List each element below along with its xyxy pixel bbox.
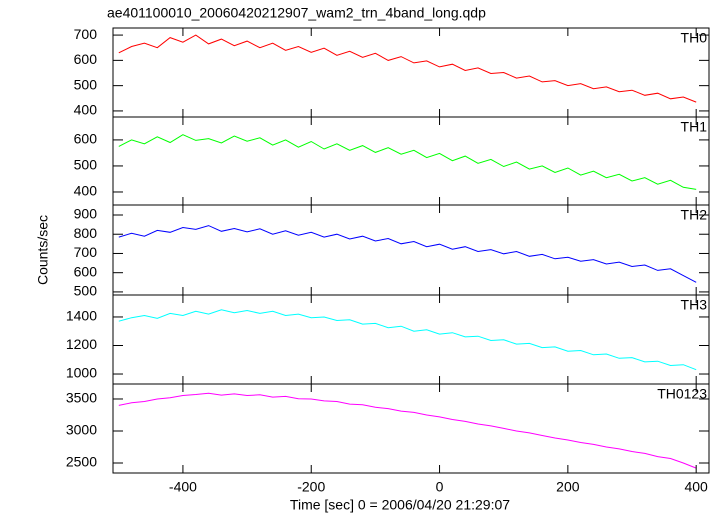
x-tick-label: -400 <box>169 479 197 495</box>
y-tick-label: 3000 <box>66 422 97 438</box>
series-label: TH2 <box>681 207 708 223</box>
x-tick-label: 400 <box>684 479 708 495</box>
y-tick-label: 1200 <box>66 336 97 352</box>
y-tick-label: 500 <box>74 157 98 173</box>
panel-frame <box>112 204 710 296</box>
x-tick-label: 0 <box>436 479 444 495</box>
y-tick-label: 700 <box>74 244 98 260</box>
y-tick-label: 400 <box>74 183 98 199</box>
y-tick-label: 500 <box>74 283 98 299</box>
y-tick-label: 900 <box>74 206 98 222</box>
y-tick-label: 600 <box>74 263 98 279</box>
data-line <box>118 225 697 283</box>
data-line <box>118 309 697 371</box>
y-axis-label: Counts/sec <box>35 215 51 285</box>
y-tick-label: 800 <box>74 225 98 241</box>
y-tick-label: 3500 <box>66 390 97 406</box>
panel-frame <box>112 383 710 474</box>
y-tick-label: 700 <box>74 26 98 42</box>
y-tick-label: 600 <box>74 51 98 67</box>
chart-title: ae401100010_20060420212907_wam2_trn_4ban… <box>107 5 486 21</box>
y-tick-label: 1400 <box>66 308 97 324</box>
y-tick-label: 400 <box>74 102 98 118</box>
y-tick-label: 500 <box>74 76 98 92</box>
x-tick-label: -200 <box>297 479 325 495</box>
panel-frame <box>112 27 710 118</box>
data-line <box>118 392 697 469</box>
y-tick-label: 1000 <box>66 365 97 381</box>
y-tick-label: 600 <box>74 131 98 147</box>
data-line <box>118 34 697 103</box>
x-axis-label: Time [sec] 0 = 2006/04/20 21:29:07 <box>290 497 510 513</box>
series-label: TH0123 <box>657 386 707 402</box>
series-label: TH0 <box>681 30 708 46</box>
data-line <box>118 134 697 190</box>
panel-frame <box>112 116 710 206</box>
panel-frame <box>112 294 710 385</box>
series-label: TH1 <box>681 119 708 135</box>
series-label: TH3 <box>681 297 708 313</box>
y-tick-label: 2500 <box>66 454 97 470</box>
x-tick-label: 200 <box>556 479 580 495</box>
